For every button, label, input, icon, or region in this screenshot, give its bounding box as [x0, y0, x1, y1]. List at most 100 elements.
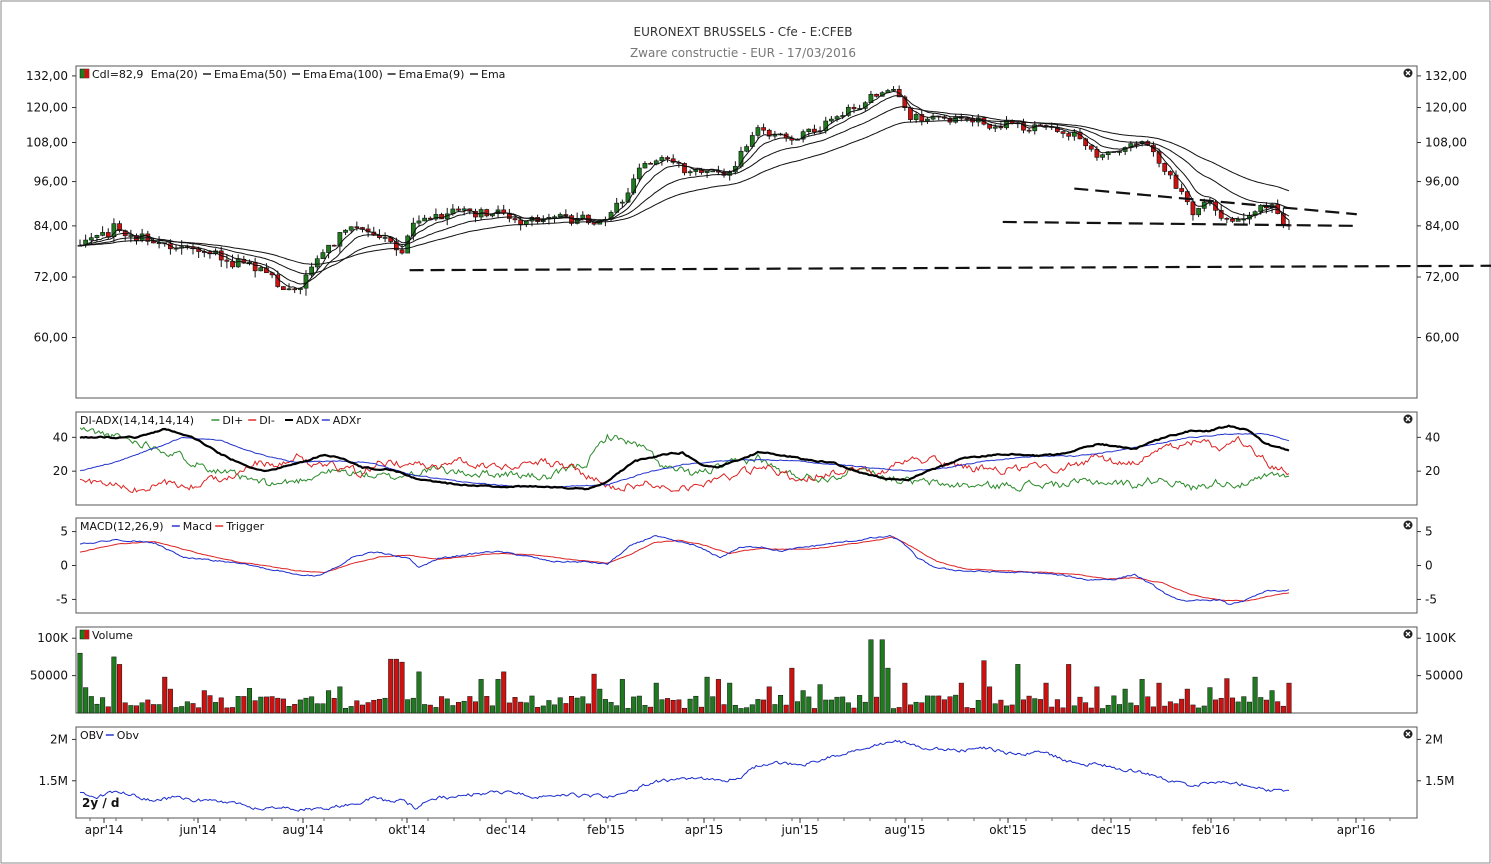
macd-lines: [79, 534, 1290, 605]
volume-bar: [77, 652, 83, 714]
volume-bar: [331, 698, 337, 714]
volume-bar: [1004, 705, 1010, 714]
volume-bar: [665, 698, 671, 714]
volume-bar: [857, 695, 863, 714]
di-plus-line: [79, 426, 1290, 492]
volume-bar: [919, 702, 925, 714]
volume-bar: [105, 706, 111, 714]
y-tick-label-right: 5: [1425, 525, 1433, 539]
price-legend-entry: Cdl=82,9: [92, 68, 143, 81]
x-tick-label: jun'15: [780, 823, 818, 837]
y-tick-label-left: 5: [60, 525, 68, 539]
volume-bar: [529, 695, 535, 714]
volume-bar: [1054, 699, 1060, 714]
candle-body: [1184, 191, 1190, 203]
adx-legend-entry: DI+: [222, 414, 243, 427]
candle-body: [930, 115, 936, 120]
volume-bar: [1150, 706, 1156, 714]
candle-body: [1088, 145, 1094, 150]
volume-bar: [1190, 704, 1196, 714]
candle-body: [235, 258, 241, 268]
candle-body: [456, 208, 461, 211]
y-tick-label-left: 84,00: [34, 219, 68, 233]
volume-bar: [642, 705, 648, 714]
volume-bar: [958, 682, 964, 714]
volume-bar: [1213, 699, 1219, 714]
volume-bar: [580, 696, 586, 714]
volume-bar: [631, 696, 637, 714]
candle-body: [1026, 129, 1032, 132]
volume-bar: [326, 690, 332, 714]
volume-bar: [371, 699, 377, 714]
y-tick-label-left: 60,00: [34, 331, 68, 345]
macd-panel-frame: [75, 517, 1418, 614]
candle-body: [1230, 218, 1235, 222]
volume-bar: [749, 704, 755, 714]
candle-body: [1156, 151, 1162, 164]
volume-bar: [337, 686, 343, 714]
panel-frames: [75, 65, 1418, 819]
volume-bar: [778, 694, 784, 714]
volume-bar: [1077, 696, 1083, 714]
volume-bar: [772, 704, 778, 714]
adx-line: [79, 424, 1290, 491]
y-tick-label-right: 108,00: [1425, 135, 1467, 149]
volume-bar: [574, 697, 580, 714]
y-tick-label-right: 120,00: [1425, 101, 1467, 115]
price-close-cross: [1405, 70, 1411, 76]
volume-bar: [659, 699, 665, 714]
volume-bar: [444, 698, 450, 714]
volume-bar: [1156, 682, 1162, 714]
volume-bar: [563, 703, 569, 714]
volume-bar: [907, 704, 913, 714]
price-ema-lines: [79, 90, 1290, 289]
candle-body: [94, 235, 100, 238]
candle-body: [766, 129, 772, 137]
volume-bar: [393, 658, 399, 714]
volume-bar: [122, 702, 128, 714]
candle-body: [998, 126, 1004, 129]
y-tick-label-left: 120,00: [26, 101, 68, 115]
candle-body: [682, 163, 687, 174]
volume-bar: [625, 708, 631, 714]
candle-body: [851, 106, 857, 110]
volume-bar: [998, 699, 1004, 714]
price-trend-lines: [409, 187, 1491, 272]
volume-bar: [184, 701, 190, 714]
obv-line: [79, 739, 1290, 812]
volume-bar: [456, 702, 462, 714]
trigger-line: [79, 536, 1290, 602]
ema-50-line: [80, 106, 1290, 275]
volume-bar: [1162, 705, 1168, 714]
y-tick-label-left: -5: [56, 592, 68, 606]
volume-bar: [359, 704, 365, 714]
candle-body: [512, 218, 518, 221]
volume-bar: [133, 705, 140, 714]
adx-panel-frame: [75, 411, 1418, 506]
volume-bar: [953, 694, 959, 714]
volume-bar: [834, 696, 840, 714]
x-tick-label: jun'14: [178, 823, 216, 837]
candle-body: [1179, 188, 1185, 192]
candle-body: [891, 89, 896, 91]
ema-20-line: [79, 95, 1290, 285]
y-tick-label-right: 0: [1425, 559, 1433, 573]
price-legend-entry: Ema(100): [329, 68, 383, 81]
volume-bar: [1105, 704, 1111, 714]
volume-bar: [292, 704, 298, 714]
volume-bar: [388, 658, 394, 714]
ema-100-line: [80, 119, 1290, 265]
di-minus-line: [79, 435, 1290, 494]
volume-bar: [167, 688, 173, 714]
volume-bar: [732, 704, 738, 714]
candle-body: [427, 217, 433, 220]
candle-body: [354, 226, 360, 229]
candle-body: [829, 118, 834, 122]
candle-body: [382, 237, 388, 239]
x-tick-label: feb'15: [587, 823, 625, 837]
candle-body: [105, 232, 111, 238]
volume-bar: [518, 701, 524, 714]
volume-bar: [213, 702, 219, 714]
candle-body: [806, 128, 812, 133]
